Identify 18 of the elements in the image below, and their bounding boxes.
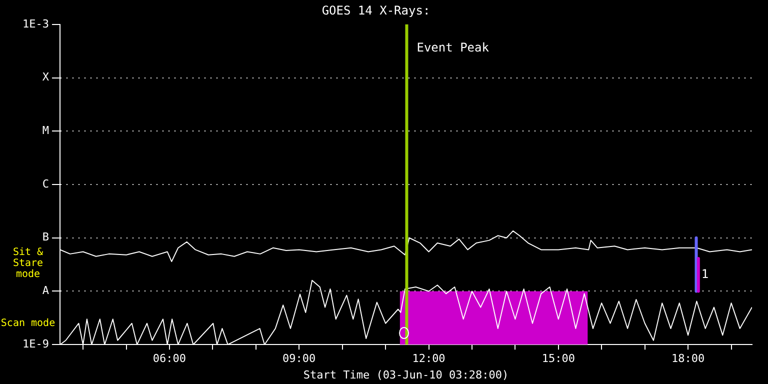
y-tick-label: M <box>42 124 50 137</box>
x-axis-title: Start Time (03-Jun-10 03:28:00) <box>303 368 509 382</box>
x-tick-label: 12:00 <box>412 352 446 366</box>
annotation: 1 <box>701 266 709 281</box>
y-tick-label: C <box>42 177 49 190</box>
y-tick-label: 1E-9 <box>22 337 49 350</box>
x-tick-label: 09:00 <box>282 352 316 366</box>
text: Scan mode <box>0 318 56 329</box>
x-tick-label: 18:00 <box>671 352 705 366</box>
x-tick-label: 06:00 <box>152 352 186 366</box>
y-tick-label: 1E-3 <box>22 17 49 30</box>
text: Sit & Stare mode <box>12 247 44 280</box>
x-tick-label: 15:00 <box>542 352 575 366</box>
y-tick-label: A <box>42 284 50 298</box>
ref-line-label: Event Peak <box>416 40 490 55</box>
chart-title: GOES 14 X-Rays: <box>322 3 430 18</box>
y-tick-label: X <box>42 70 50 84</box>
y-tick-label: B <box>42 230 50 244</box>
